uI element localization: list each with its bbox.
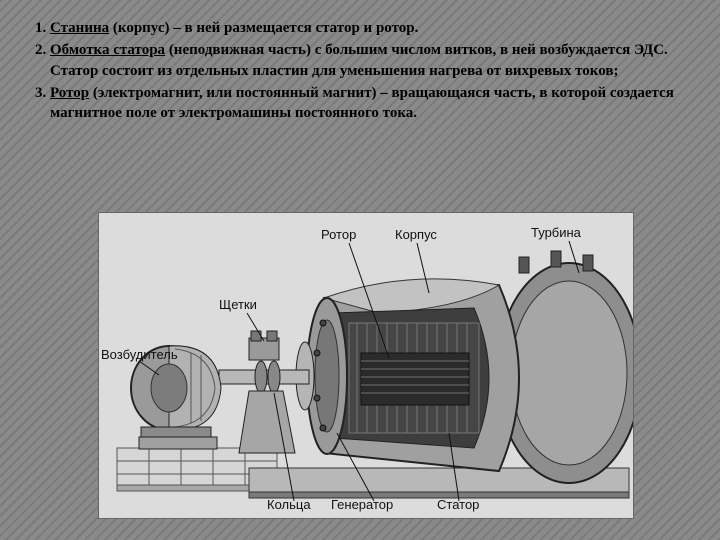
list-item-1: Станина (корпус) – в ней размещается ста…	[50, 18, 694, 38]
term-2: Обмотка статора	[50, 42, 165, 58]
paren-1: (корпус)	[109, 20, 169, 36]
label-rotor: Ротор	[321, 227, 356, 242]
label-stator: Статор	[437, 497, 479, 512]
label-korpus: Корпус	[395, 227, 437, 242]
term-1: Станина	[50, 20, 109, 36]
rest-1: – в ней размещается статор и ротор.	[170, 20, 419, 36]
generator-diagram	[99, 213, 633, 518]
list-item-3: Ротор (электромагнит, или постоянный маг…	[50, 83, 694, 124]
label-turbina: Турбина	[531, 225, 581, 240]
label-koltsa: Кольца	[267, 497, 311, 512]
list-item-2: Обмотка статора (неподвижная часть) с бо…	[50, 40, 694, 81]
label-generator: Генератор	[331, 497, 393, 512]
slide: Станина (корпус) – в ней размещается ста…	[0, 0, 720, 540]
rest-3: (электромагнит, или постоянный магнит) –…	[50, 85, 674, 121]
diagram-container: Ротор Корпус Турбина Щетки Возбудитель К…	[98, 212, 634, 519]
label-vozbuditel: Возбудитель	[101, 347, 178, 362]
label-shchetki: Щетки	[219, 297, 257, 312]
text-block: Станина (корпус) – в ней размещается ста…	[26, 18, 694, 125]
term-3: Ротор	[50, 85, 89, 101]
